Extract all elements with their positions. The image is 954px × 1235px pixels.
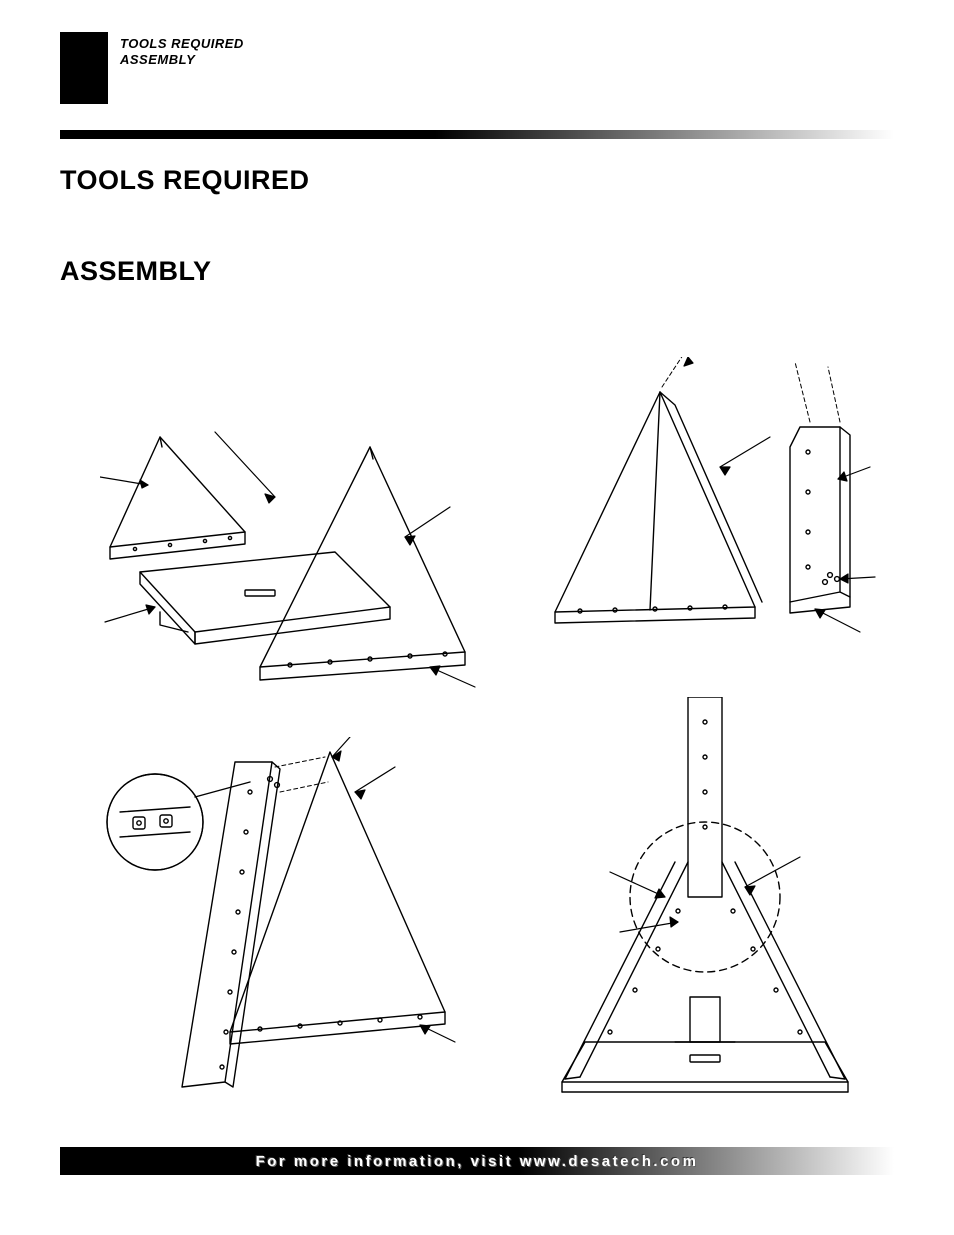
header-line-1: TOOLS REQUIRED xyxy=(120,36,244,52)
figures-container xyxy=(60,327,894,1107)
footer-gradient-bar: For more information, visit www.desatech… xyxy=(60,1147,894,1175)
header-black-box xyxy=(60,32,108,104)
page-header: TOOLS REQUIRED ASSEMBLY xyxy=(60,32,894,104)
figure-1-svg xyxy=(100,407,480,717)
figure-4-svg xyxy=(550,697,860,1097)
section-title-assembly: ASSEMBLY xyxy=(60,256,894,287)
figure-1 xyxy=(100,407,480,717)
header-line-2: ASSEMBLY xyxy=(120,52,244,68)
figure-2-svg xyxy=(540,357,880,677)
figure-3-svg xyxy=(100,737,460,1107)
figure-3 xyxy=(100,737,460,1107)
section-title-tools: TOOLS REQUIRED xyxy=(60,165,894,196)
header-label: TOOLS REQUIRED ASSEMBLY xyxy=(120,32,244,69)
footer-text: For more information, visit www.desatech… xyxy=(256,1153,699,1170)
figure-4 xyxy=(550,697,860,1097)
divider-gradient-top xyxy=(60,130,894,139)
figure-2 xyxy=(540,357,880,677)
